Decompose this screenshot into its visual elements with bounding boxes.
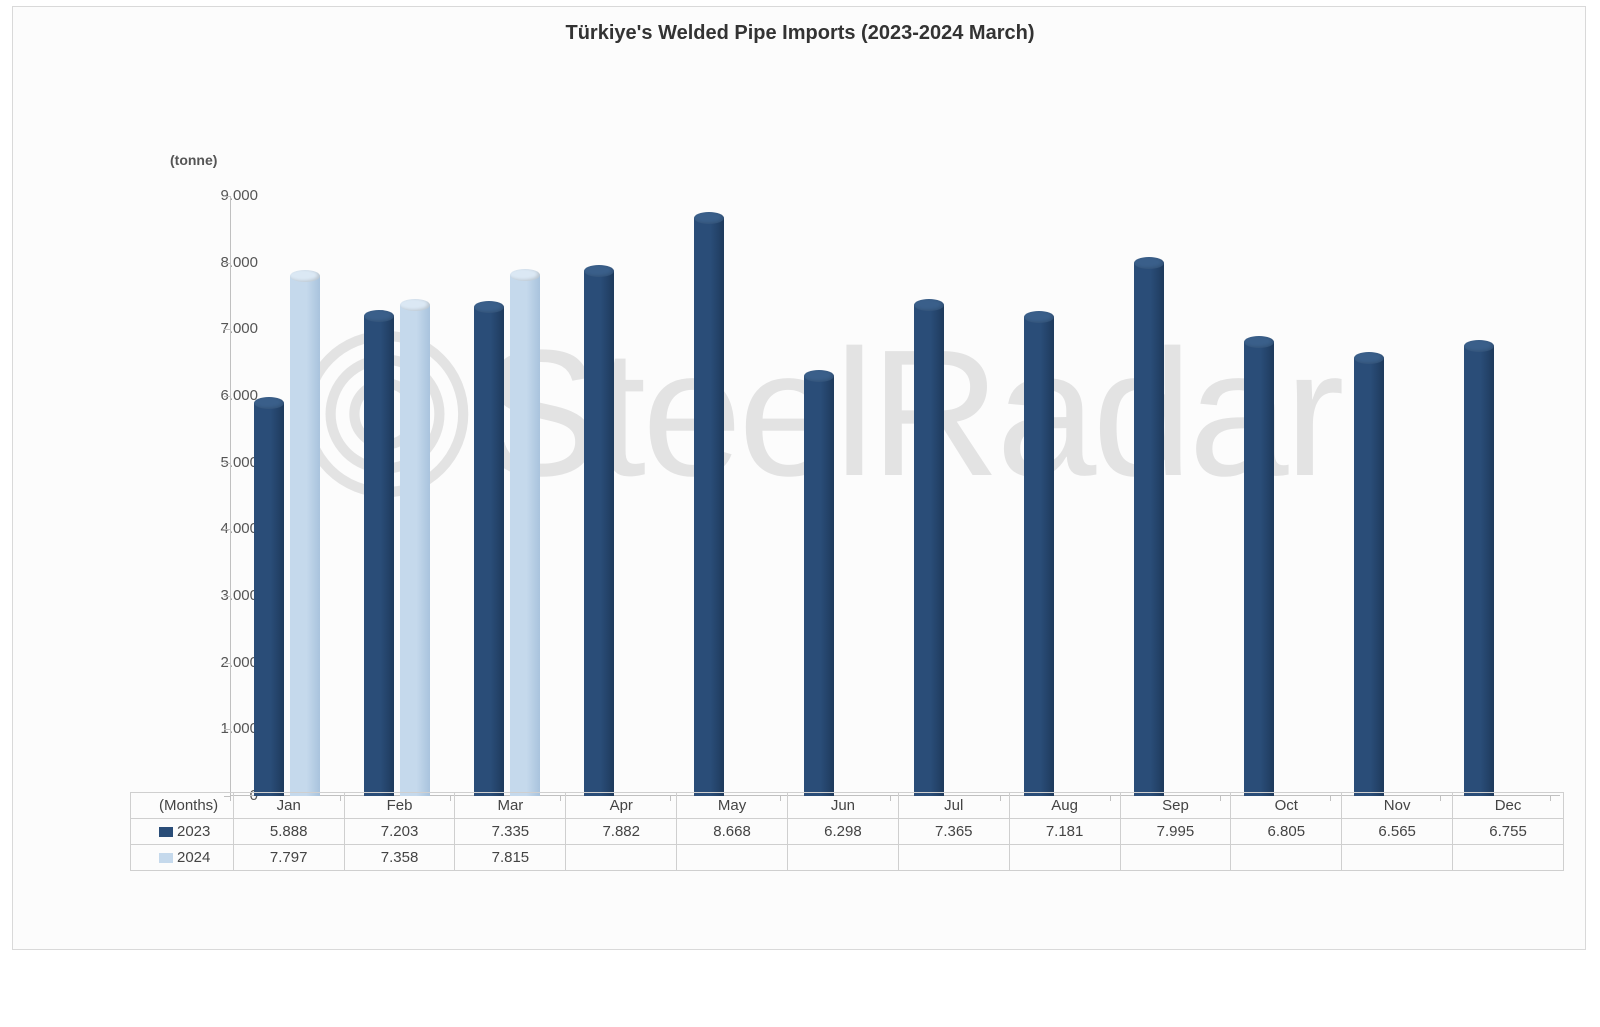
bar <box>254 393 294 796</box>
data-cell <box>898 845 1009 871</box>
month-header: Jan <box>233 793 344 819</box>
bar <box>1244 332 1284 796</box>
month-header: Mar <box>455 793 566 819</box>
series-header: 2024 <box>131 845 234 871</box>
x-axis-label: (Months) <box>131 793 234 819</box>
data-cell <box>788 845 899 871</box>
series-name: 2023 <box>177 823 210 840</box>
legend-swatch <box>159 853 173 863</box>
bar <box>510 265 550 796</box>
data-cell: 7.797 <box>233 845 344 871</box>
chart-title: Türkiye's Welded Pipe Imports (2023-2024… <box>0 22 1600 45</box>
month-header: May <box>677 793 788 819</box>
data-cell: 7.358 <box>344 845 455 871</box>
data-cell: 7.815 <box>455 845 566 871</box>
table-row-months: (Months) JanFebMarAprMayJunJulAugSepOctN… <box>131 793 1564 819</box>
data-cell: 7.203 <box>344 819 455 845</box>
chart-frame: Türkiye's Welded Pipe Imports (2023-2024… <box>0 0 1600 1027</box>
month-header: Feb <box>344 793 455 819</box>
data-cell: 6.565 <box>1342 819 1453 845</box>
data-cell <box>677 845 788 871</box>
data-table: (Months) JanFebMarAprMayJunJulAugSepOctN… <box>130 792 1564 871</box>
month-header: Sep <box>1120 793 1231 819</box>
bar <box>290 266 330 796</box>
month-header: Apr <box>566 793 677 819</box>
table-row: 20235.8887.2037.3357.8828.6686.2987.3657… <box>131 819 1564 845</box>
data-cell <box>1009 845 1120 871</box>
bar <box>364 306 404 796</box>
month-header: Nov <box>1342 793 1453 819</box>
y-axis-label: (tonne) <box>170 152 217 168</box>
bar <box>584 261 624 796</box>
data-cell <box>1453 845 1564 871</box>
data-cell <box>1231 845 1342 871</box>
bar <box>1024 307 1064 796</box>
plot-area <box>230 196 1560 796</box>
series-name: 2024 <box>177 849 210 866</box>
data-cell: 6.298 <box>788 819 899 845</box>
bar <box>804 366 844 796</box>
bar <box>1464 336 1504 796</box>
bar <box>694 208 734 796</box>
data-cell: 7.335 <box>455 819 566 845</box>
month-header: Oct <box>1231 793 1342 819</box>
data-cell: 7.181 <box>1009 819 1120 845</box>
data-cell <box>1120 845 1231 871</box>
bar <box>400 295 440 796</box>
y-axis-line <box>230 196 231 796</box>
bar <box>1354 348 1394 796</box>
data-cell: 7.365 <box>898 819 1009 845</box>
data-cell <box>566 845 677 871</box>
data-cell: 6.805 <box>1231 819 1342 845</box>
bar <box>1134 253 1174 796</box>
data-cell: 5.888 <box>233 819 344 845</box>
series-header: 2023 <box>131 819 234 845</box>
month-header: Dec <box>1453 793 1564 819</box>
data-cell: 7.882 <box>566 819 677 845</box>
legend-swatch <box>159 827 173 837</box>
month-header: Jun <box>788 793 899 819</box>
data-cell: 6.755 <box>1453 819 1564 845</box>
bar <box>914 295 954 796</box>
month-header: Jul <box>898 793 1009 819</box>
table-row: 2024 7.7977.3587.815 <box>131 845 1564 871</box>
data-cell <box>1342 845 1453 871</box>
data-cell: 7.995 <box>1120 819 1231 845</box>
month-header: Aug <box>1009 793 1120 819</box>
data-cell: 8.668 <box>677 819 788 845</box>
bar <box>474 297 514 796</box>
